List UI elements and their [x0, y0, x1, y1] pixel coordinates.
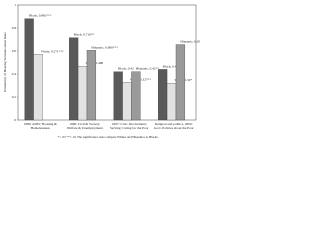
y-tick-label: 0.8 [12, 26, 17, 30]
data-label: Black, 0.42 [118, 67, 134, 72]
data-label: Hispanic, 0.656** [180, 40, 200, 45]
bar [131, 71, 141, 121]
chart: Probability of Hearing Sermons about Iss… [3, 3, 200, 122]
x-tick-label: 1996: Civil & Society; Welfare & Unemplo… [66, 122, 103, 130]
bar [24, 18, 34, 121]
bar [33, 54, 43, 121]
data-label: Black, 0.44 [163, 64, 179, 69]
y-tick-label: 0.4 [12, 72, 17, 76]
data-label: Black, 0.716** [74, 33, 95, 38]
x-tick-label: 1989: AIDS; Housing & Homelessness [23, 122, 57, 130]
data-label: Hispanic, 0.606*** [91, 45, 118, 50]
bar [175, 44, 186, 121]
bar [77, 66, 88, 121]
data-label: White, 0.571*** [41, 49, 64, 54]
bar [69, 37, 79, 121]
data-label: Black, 0.881*** [29, 14, 52, 19]
page: Probability of Hearing Sermons about Iss… [0, 0, 200, 144]
x-tick-label: 1997: Civic Involvement; Serving; Caring… [109, 122, 149, 130]
bar [158, 69, 168, 121]
data-label: Hispanic, 0.42** [136, 67, 159, 72]
bar [122, 82, 132, 121]
y-tick-label: 0.2 [12, 95, 17, 99]
y-tick-label: 1 [14, 3, 16, 7]
bar [86, 50, 97, 121]
bar [166, 83, 177, 121]
data-label: White, 0.327** [130, 77, 151, 82]
y-axis-title: Probability of Hearing Sermons about Iss… [3, 32, 7, 92]
y-tick-label: 0.6 [12, 49, 17, 53]
y-tick-label: 0 [14, 118, 16, 122]
x-tick-label: Religion and politics, 2000: Govt. Polic… [153, 122, 194, 130]
bar [113, 71, 123, 121]
footnote: *< .05 **< .01 The significance tests co… [57, 135, 159, 139]
